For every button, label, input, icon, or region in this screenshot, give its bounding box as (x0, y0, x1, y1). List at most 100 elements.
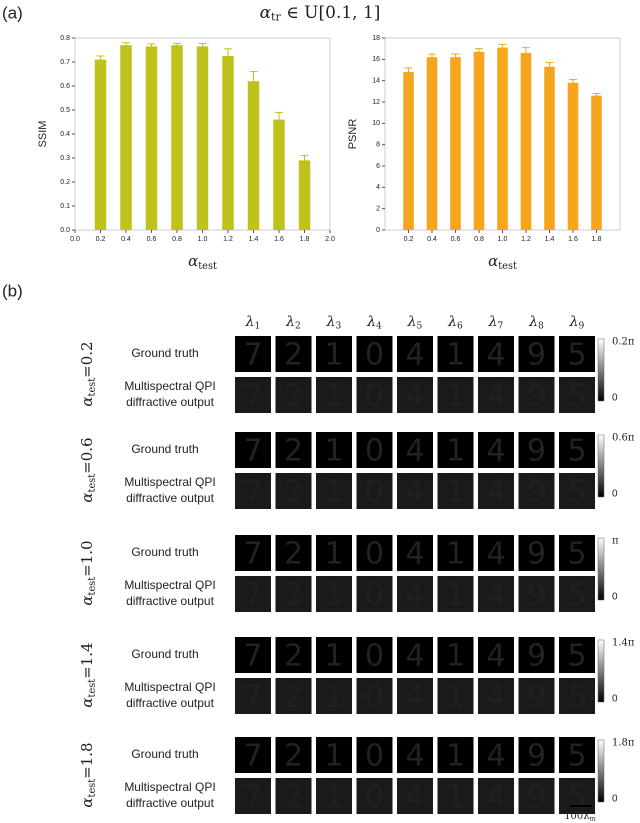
row-label: Ground truth (131, 545, 198, 559)
error-bar (522, 47, 530, 59)
digit: 1 (446, 537, 465, 572)
y-tick-label: 12 (372, 99, 380, 106)
wavelength-label: λ1 (245, 314, 261, 331)
text-part: λ (285, 314, 295, 330)
subscript: 7 (498, 321, 504, 331)
bar (497, 47, 508, 230)
image (235, 377, 271, 413)
image (275, 535, 312, 571)
bar (298, 160, 311, 230)
error-bar (592, 92, 601, 99)
x-tick-label: 1.2 (223, 236, 233, 243)
error-bar (275, 111, 283, 128)
digit: 4 (405, 739, 424, 774)
digit: 4 (486, 780, 505, 815)
x-tick-label: 1.2 (521, 236, 531, 243)
digit: 9 (527, 780, 546, 815)
digit: 9 (527, 338, 546, 373)
error-bar (545, 62, 554, 72)
digit: 5 (567, 338, 586, 373)
image (518, 432, 555, 468)
digit: 1 (446, 338, 465, 373)
image (478, 637, 514, 673)
image (437, 535, 474, 571)
digit: 5 (567, 639, 586, 674)
text-part: =0.6 (78, 437, 96, 473)
subscript: 1 (255, 321, 261, 331)
x-tick-label: 0.8 (172, 236, 182, 243)
subscript: test (86, 474, 97, 493)
error-bar (96, 55, 105, 64)
error-bar (122, 42, 130, 49)
text-part: α (78, 492, 96, 502)
digit: 2 (284, 434, 303, 469)
image (559, 535, 595, 571)
image (235, 432, 271, 468)
row-label: Ground truth (131, 747, 198, 761)
image (478, 576, 514, 612)
colorbar (597, 639, 605, 703)
digit: 7 (243, 379, 262, 414)
bar (520, 52, 532, 230)
colorbar-label: 0 (612, 592, 618, 603)
image (275, 473, 312, 509)
bar (145, 46, 158, 231)
wavelength-label: λ2 (285, 314, 301, 331)
scale-bar-label: 100λm (564, 811, 596, 823)
digit: 0 (365, 639, 384, 674)
image (235, 336, 271, 372)
y-tick-label: 16 (372, 56, 380, 63)
x-axis-label: αtest (188, 252, 217, 271)
text-part: α (78, 697, 96, 707)
image (356, 778, 393, 814)
image (275, 336, 312, 372)
row-label: Ground truth (131, 346, 198, 360)
alpha-label: αtest=0.2 (78, 341, 97, 406)
image (397, 473, 433, 509)
x-tick-label: 0.6 (147, 236, 157, 243)
digit: 4 (486, 739, 505, 774)
image (235, 678, 271, 714)
digit: 4 (405, 680, 424, 715)
y-tick-label: 0.4 (60, 131, 70, 138)
x-tick-label: 0.4 (121, 236, 131, 243)
text-part: α (78, 797, 96, 807)
digit: 2 (284, 578, 303, 613)
digit: 1 (324, 739, 343, 774)
y-tick-label: 18 (372, 35, 380, 42)
image (397, 678, 433, 714)
subscript: test (86, 577, 97, 596)
error-bar (224, 48, 232, 64)
x-axis-label: αtest (488, 252, 517, 271)
digit: 4 (486, 379, 505, 414)
digit: 0 (365, 537, 384, 572)
image (518, 678, 555, 714)
wavelength-label: λ7 (488, 314, 504, 331)
alpha-label: αtest=1.0 (78, 540, 97, 605)
subscript: test (86, 679, 97, 698)
y-tick-label: 4 (376, 184, 380, 191)
image (518, 535, 555, 571)
colorbar (597, 537, 605, 601)
colorbar-label: 0 (612, 694, 618, 705)
image (559, 778, 595, 814)
digit: 7 (243, 434, 262, 469)
image (559, 737, 595, 773)
image (478, 778, 514, 814)
digit: 9 (527, 537, 546, 572)
text-part: α (260, 3, 272, 23)
image (316, 377, 352, 413)
colorbar-label: 0 (612, 393, 618, 404)
row-label: Ground truth (131, 647, 198, 661)
image (275, 637, 312, 673)
digit: 7 (243, 639, 262, 674)
row-label: Ground truth (131, 442, 198, 456)
image (437, 778, 474, 814)
subscript: 5 (417, 321, 423, 331)
digit: 0 (365, 780, 384, 815)
digit: 5 (567, 537, 586, 572)
image (356, 737, 393, 773)
image (316, 778, 352, 814)
y-tick-label: 0.1 (60, 203, 70, 210)
digit: 4 (486, 578, 505, 613)
